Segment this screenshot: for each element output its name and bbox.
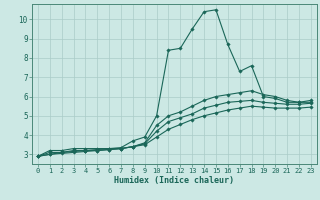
- X-axis label: Humidex (Indice chaleur): Humidex (Indice chaleur): [115, 176, 234, 185]
